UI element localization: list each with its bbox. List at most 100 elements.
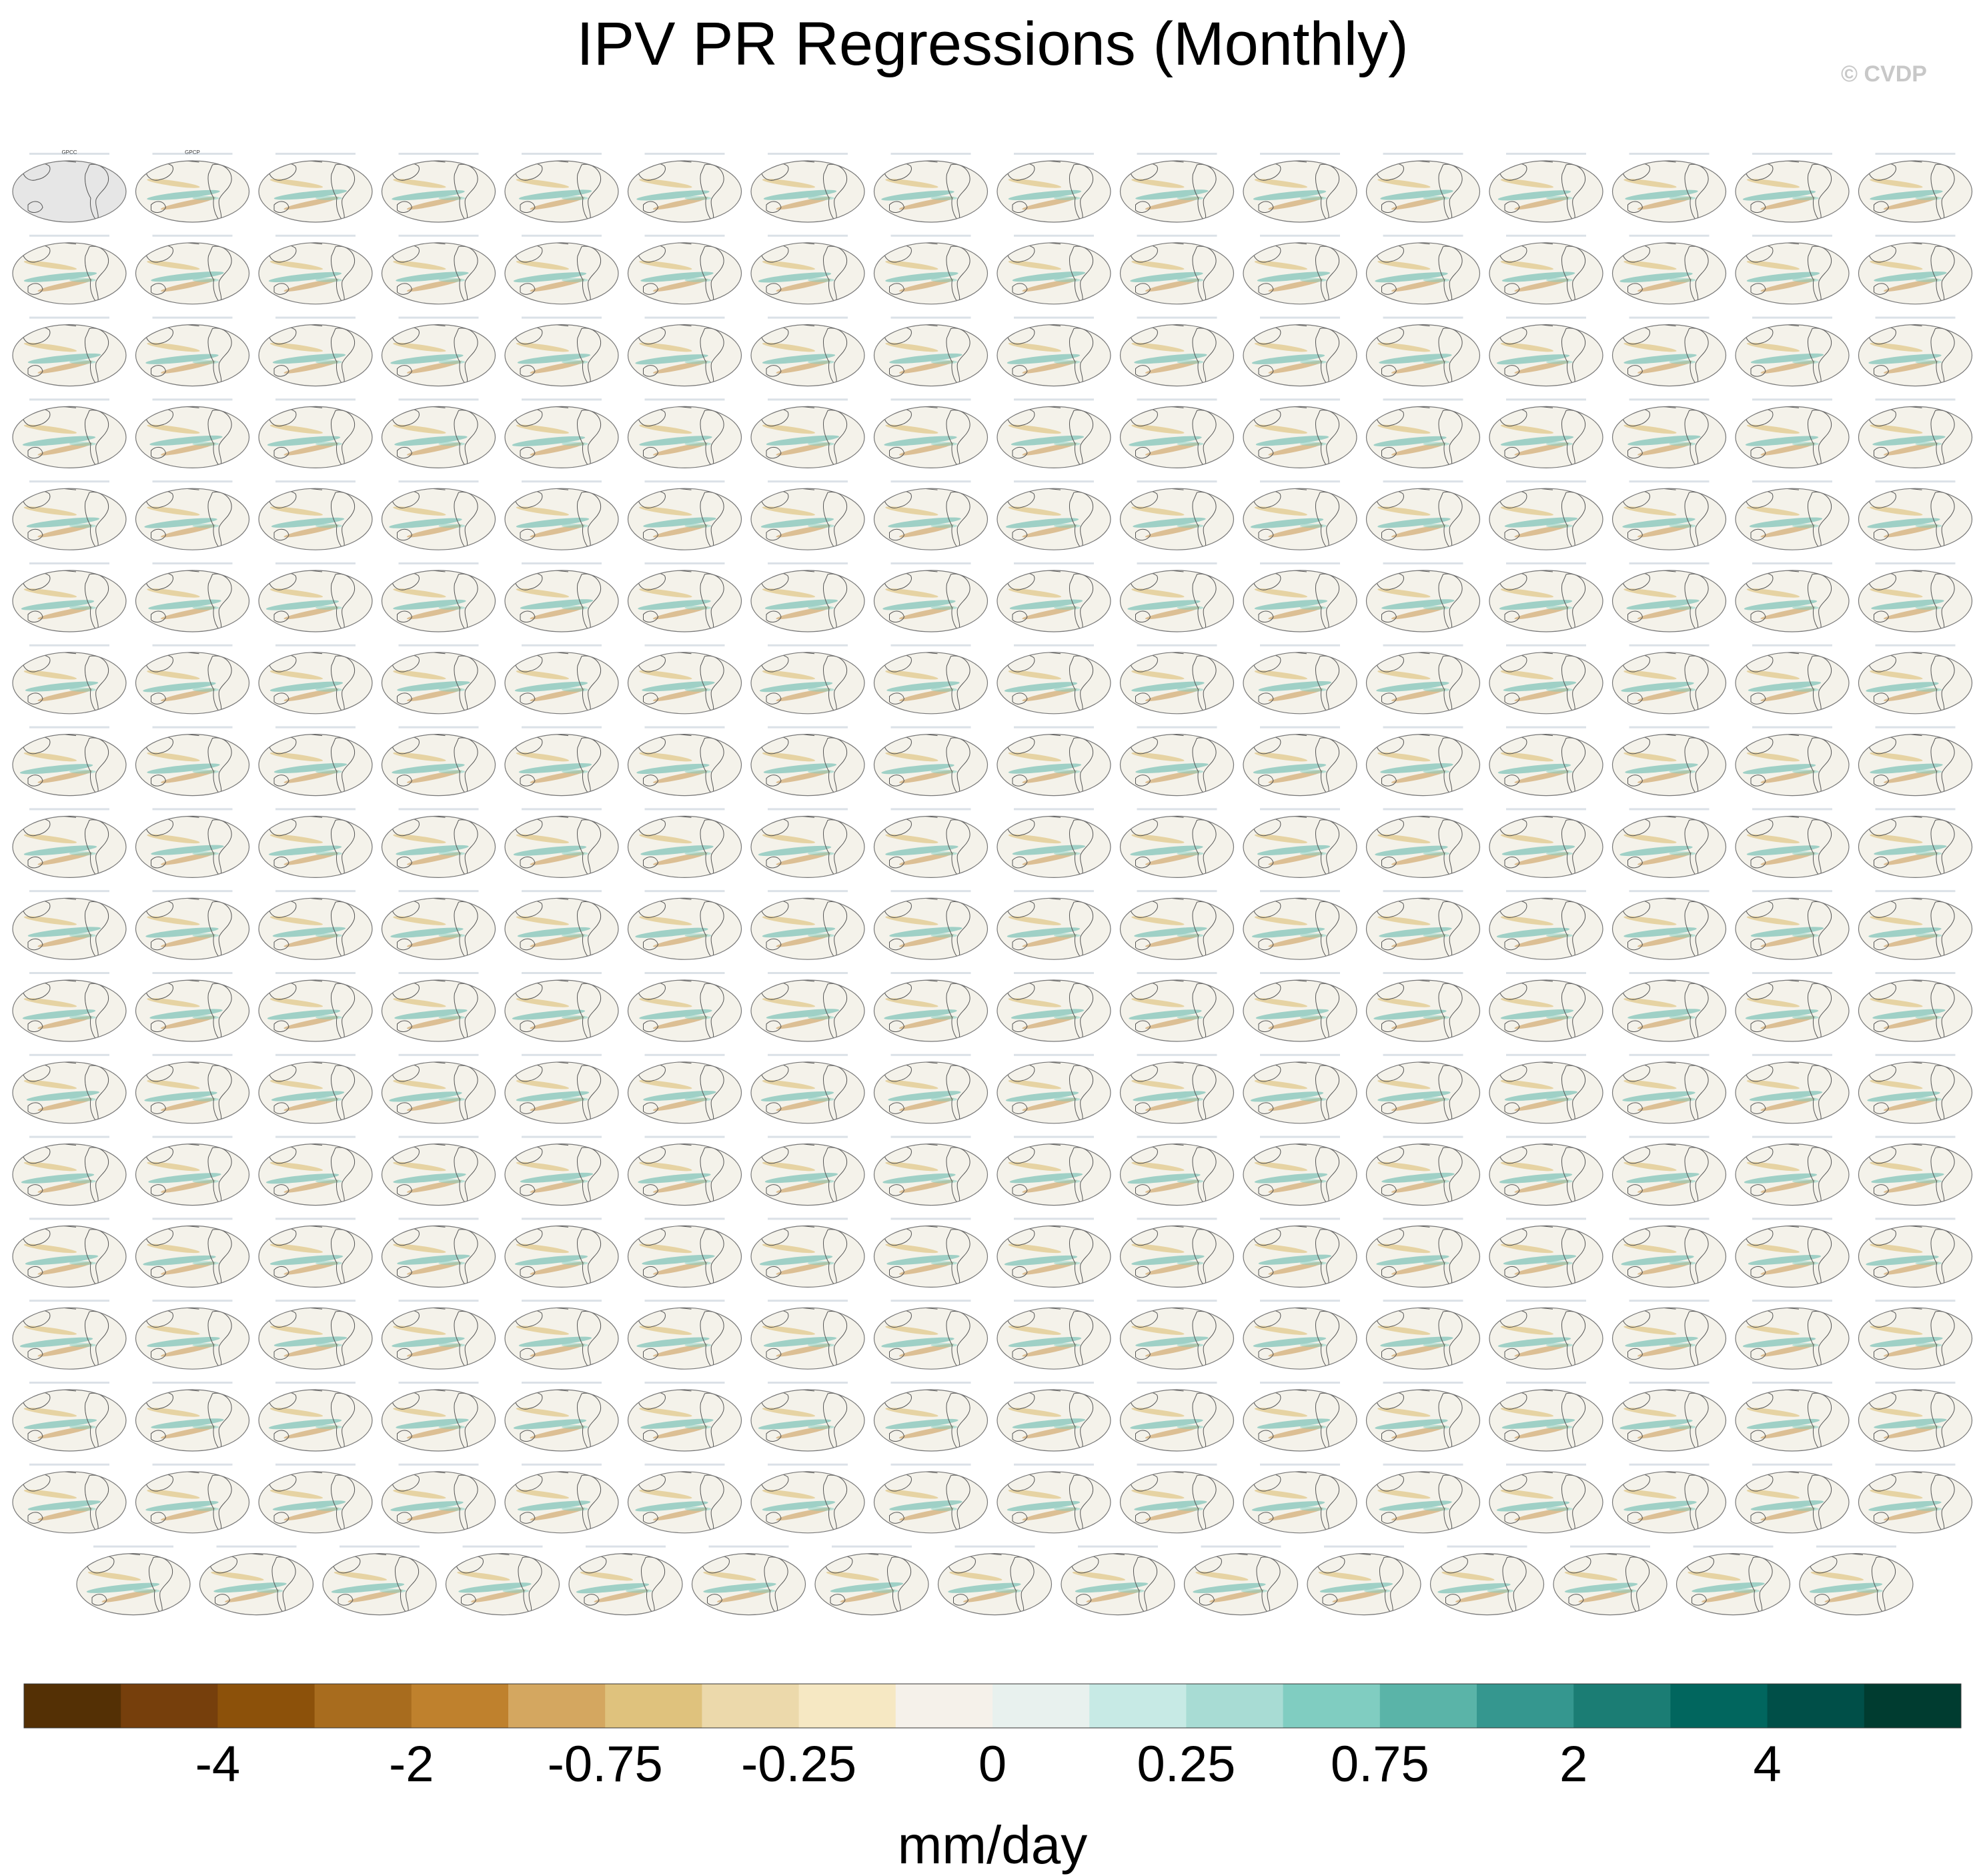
negative-anomaly-band xyxy=(147,1244,200,1254)
continent-outline xyxy=(151,1184,167,1196)
map-border xyxy=(1243,488,1357,550)
positive-anomaly-band xyxy=(1005,1091,1079,1102)
positive-anomaly-band xyxy=(268,845,342,856)
map-border xyxy=(1243,815,1357,879)
negative-anomaly-band xyxy=(1268,360,1323,374)
negative-anomaly-band xyxy=(1500,670,1554,680)
continent-outline xyxy=(1750,1348,1766,1360)
positive-anomaly-band xyxy=(1792,442,1819,446)
continent-outline xyxy=(1012,692,1028,705)
continent-outline xyxy=(1684,163,1709,221)
continent-outline xyxy=(946,655,970,713)
map-panel xyxy=(258,153,373,223)
positive-anomaly-band xyxy=(19,1337,93,1348)
positive-anomaly-band xyxy=(1011,435,1085,446)
map-border xyxy=(997,324,1111,387)
continent-outline xyxy=(889,857,905,869)
panel-title-bar xyxy=(462,1545,543,1548)
map-panel xyxy=(135,316,250,387)
map-border xyxy=(1365,733,1481,797)
continent-outline xyxy=(1874,692,1890,705)
map-border xyxy=(135,1143,250,1206)
positive-anomaly-band xyxy=(1177,933,1204,938)
map-border xyxy=(1611,652,1727,715)
negative-anomaly-band xyxy=(1022,1097,1077,1111)
continent-outline xyxy=(1684,1229,1709,1287)
continent-outline xyxy=(1750,1266,1766,1278)
map-panel xyxy=(1489,234,1603,305)
panel-title-bar xyxy=(522,644,602,646)
negative-anomaly-band xyxy=(1377,424,1431,434)
map-panel xyxy=(1119,1382,1235,1452)
negative-anomaly-band xyxy=(1145,688,1201,702)
continent-outline xyxy=(1192,901,1217,959)
continent-outline xyxy=(1750,1512,1766,1524)
map-border xyxy=(504,1389,619,1452)
panel-title-bar xyxy=(890,562,971,564)
negative-anomaly-band xyxy=(762,834,816,844)
positive-anomaly-band xyxy=(69,933,96,938)
continent-outline xyxy=(1135,610,1151,622)
negative-anomaly-band xyxy=(1008,1326,1062,1335)
positive-anomaly-band xyxy=(562,933,588,938)
negative-anomaly-band xyxy=(1746,424,1800,434)
map-panel xyxy=(1365,808,1481,879)
continent-outline xyxy=(1135,938,1151,951)
map-panel xyxy=(1553,1545,1668,1616)
positive-anomaly-band xyxy=(930,196,958,200)
panel-title-bar xyxy=(275,153,356,155)
negative-anomaly-band xyxy=(37,1262,93,1275)
positive-anomaly-band xyxy=(1423,524,1450,528)
negative-anomaly-band xyxy=(776,770,831,783)
positive-anomaly-band xyxy=(1501,1418,1575,1429)
panel-title-bar xyxy=(152,808,233,811)
continent-outline xyxy=(207,1065,232,1123)
negative-anomaly-band xyxy=(1195,1571,1249,1581)
positive-anomaly-band xyxy=(396,845,469,856)
continent-outline xyxy=(1750,857,1766,869)
map-panel xyxy=(1489,644,1603,715)
negative-anomaly-band xyxy=(652,606,708,620)
map-panel xyxy=(1119,1218,1235,1288)
negative-anomaly-band xyxy=(147,179,200,188)
continent-outline xyxy=(1258,283,1274,295)
negative-anomaly-band xyxy=(639,342,692,352)
map-panel xyxy=(750,480,865,550)
colorbar-tick-label: 0 xyxy=(978,1736,1007,1793)
map-panel xyxy=(12,1382,127,1452)
negative-anomaly-band xyxy=(1500,342,1554,352)
positive-anomaly-band xyxy=(1007,354,1081,364)
map-panel xyxy=(873,726,988,797)
negative-anomaly-band xyxy=(283,606,339,620)
map-border xyxy=(997,406,1111,469)
map-border xyxy=(627,488,742,550)
continent-outline xyxy=(1012,938,1028,951)
continent-outline xyxy=(1381,610,1397,622)
map-panel xyxy=(750,316,865,387)
negative-anomaly-band xyxy=(393,260,446,270)
continent-outline xyxy=(1504,1512,1520,1524)
map-border xyxy=(381,1471,496,1534)
negative-anomaly-band xyxy=(1377,670,1431,680)
negative-anomaly-band xyxy=(1145,1262,1201,1275)
panel-title-bar xyxy=(708,1545,789,1548)
positive-anomaly-band xyxy=(148,599,221,610)
continent-outline xyxy=(823,655,848,713)
continent-outline xyxy=(1561,1311,1586,1368)
continent-outline xyxy=(889,1184,905,1196)
map-border xyxy=(258,160,373,223)
panel-title-bar xyxy=(1383,808,1463,811)
map-panel xyxy=(1858,890,1973,960)
continent-outline xyxy=(1874,610,1890,622)
map-border xyxy=(1489,979,1603,1042)
panel-title-bar xyxy=(152,398,233,401)
map-border xyxy=(627,242,742,305)
continent-outline xyxy=(1381,1266,1397,1278)
map-border xyxy=(504,1471,619,1534)
map-border xyxy=(1489,897,1603,960)
colorbar-swatch xyxy=(605,1684,702,1728)
positive-anomaly-band xyxy=(1792,1506,1819,1511)
continent-outline xyxy=(1504,1266,1520,1278)
negative-anomaly-band xyxy=(147,342,200,352)
positive-anomaly-band xyxy=(1177,1425,1204,1429)
